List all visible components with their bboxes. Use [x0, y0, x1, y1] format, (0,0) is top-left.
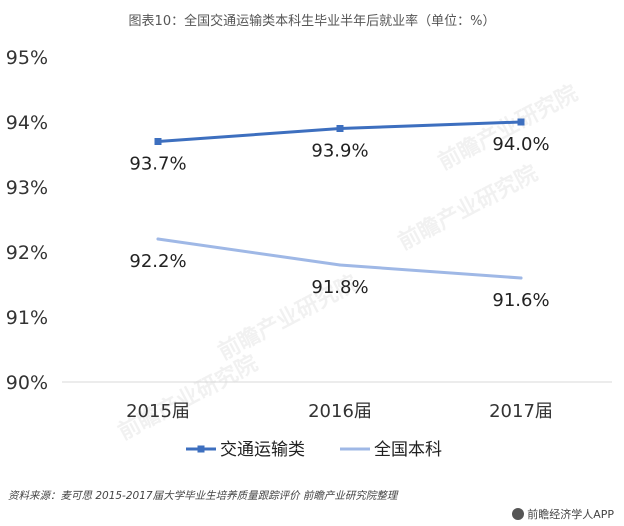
data-label: 91.6% — [492, 290, 549, 311]
y-tick-label: 94% — [6, 112, 48, 134]
chart-title: 图表10：全国交通运输类本科生毕业半年后就业率（单位：%） — [128, 14, 496, 29]
x-tick-label: 2015届 — [126, 401, 190, 422]
legend-label: 交通运输类 — [220, 440, 305, 460]
legend-label: 全国本科 — [374, 440, 442, 460]
series-line — [156, 237, 523, 280]
y-tick-label: 95% — [6, 47, 48, 69]
x-tick-label: 2016届 — [308, 401, 372, 422]
brand-text: 前瞻经济学人APP — [527, 508, 614, 521]
legend-marker — [197, 445, 205, 453]
data-point — [517, 118, 525, 126]
y-tick-label: 91% — [6, 307, 48, 329]
data-label: 92.2% — [129, 251, 186, 272]
data-label: 91.8% — [311, 277, 368, 298]
data-point — [519, 276, 523, 280]
data-point — [154, 138, 162, 145]
y-tick-label: 92% — [6, 242, 48, 264]
data-label: 93.7% — [129, 154, 186, 175]
x-tick-label: 2017届 — [489, 401, 553, 422]
brand-footer: 前瞻经济学人APP — [512, 506, 614, 522]
data-label: 93.9% — [311, 141, 368, 162]
source-note: 资料来源：麦可思 2015-2017届大学毕业生培养质量跟踪评价 前瞻产业研究院… — [8, 490, 398, 502]
line-chart: 90% 91% 92% 93% 94% 95% 2015届 2016届 2017届 93.7% 93… — [6, 47, 612, 460]
data-label: 94.0% — [492, 134, 549, 155]
data-point — [336, 125, 344, 132]
data-point — [338, 263, 342, 267]
data-point — [156, 237, 160, 241]
brand-logo-icon — [512, 508, 525, 520]
y-tick-label: 90% — [6, 372, 48, 394]
y-tick-label: 93% — [6, 177, 48, 199]
